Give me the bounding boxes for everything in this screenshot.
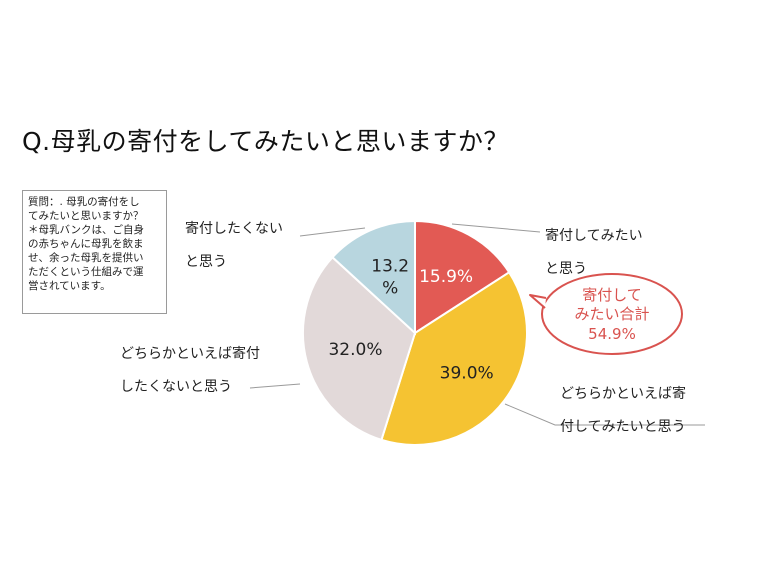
pie-slice bbox=[302, 255, 417, 442]
slice-category-label: したくないと思う bbox=[120, 379, 232, 395]
slice-value-label: 13.2 bbox=[371, 257, 409, 277]
slice-value-label: 32.0% bbox=[328, 340, 382, 360]
question-note-line: ＊母乳バンクは、ご自身 bbox=[28, 224, 145, 236]
slice-category-label: 寄付したくない bbox=[185, 220, 283, 237]
pie-slice bbox=[331, 219, 416, 336]
slice-category-label: と思う bbox=[545, 261, 587, 277]
callout-pointer bbox=[529, 294, 547, 309]
slice-category-label: と思う bbox=[185, 254, 227, 270]
question-note-box: 質問：. 母乳の寄付をし てみたいと思いますか？ ＊母乳バンクは、ご自身 の赤ち… bbox=[22, 190, 167, 314]
slice-category-label: 付してみたいと思う bbox=[560, 419, 686, 435]
slice-category-label: どちらかといえば寄付 bbox=[120, 345, 260, 362]
slice-value-label: % bbox=[382, 279, 398, 299]
leader-line bbox=[504, 403, 705, 426]
question-note-line: ただくという仕組みで運 bbox=[28, 266, 144, 278]
leader-line bbox=[299, 227, 366, 237]
question-note-line: 営されています。 bbox=[28, 280, 111, 292]
question-note-line: 質問：. 母乳の寄付をし bbox=[28, 196, 140, 208]
leader-line bbox=[249, 383, 301, 389]
page-title: Q.母乳の寄付をしてみたいと思いますか？ bbox=[22, 127, 509, 156]
callout-bubble bbox=[541, 273, 683, 355]
category-labels: 寄付してみたいと思うどちらかといえば寄付してみたいと思うどちらかといえば寄付した… bbox=[120, 220, 686, 435]
total-callout: 寄付して みたい合計 54.9% bbox=[529, 273, 683, 355]
question-note-line: てみたいと思いますか？ bbox=[28, 210, 144, 222]
value-labels: 15.9% 39.0% 32.0% 13.2% bbox=[328, 257, 493, 384]
question-note-line: せ、余った母乳を提供い bbox=[28, 252, 144, 264]
leader-lines bbox=[249, 223, 705, 426]
pie-slices bbox=[302, 219, 528, 446]
slice-category-label: 寄付してみたい bbox=[545, 227, 643, 244]
callout-line: みたい合計 bbox=[574, 305, 649, 323]
pie-slice bbox=[380, 270, 528, 446]
pie-slice bbox=[414, 219, 511, 335]
question-note-line: の赤ちゃんに母乳を飲ま bbox=[28, 238, 144, 250]
callout-line: 54.9% bbox=[588, 325, 636, 343]
slice-value-label: 39.0% bbox=[440, 363, 494, 383]
slice-value-label: 15.9% bbox=[419, 267, 473, 287]
leader-line bbox=[451, 223, 541, 233]
slice-category-label: どちらかといえば寄 bbox=[560, 385, 686, 402]
callout-line: 寄付して bbox=[582, 286, 642, 304]
